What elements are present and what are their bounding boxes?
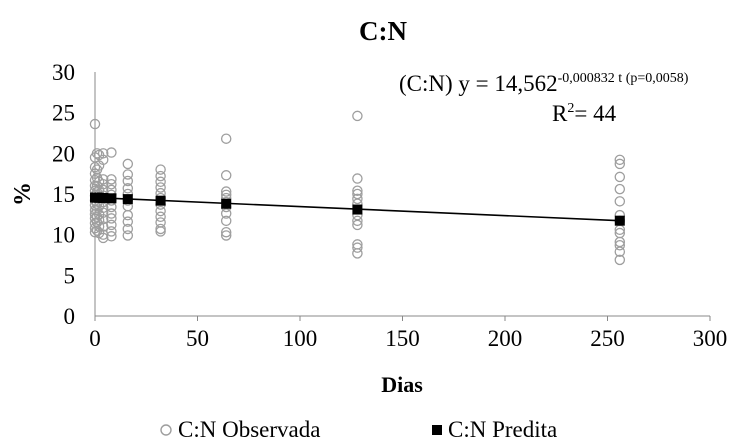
observed-point bbox=[91, 148, 103, 159]
observed-point bbox=[614, 154, 626, 166]
observed-point bbox=[106, 174, 117, 185]
observed-point bbox=[352, 193, 363, 205]
y-tick-label: 10 bbox=[52, 223, 75, 248]
x-tick-label: 250 bbox=[590, 326, 625, 351]
r2-label: R2= 44 bbox=[552, 101, 617, 126]
x-tick-label: 0 bbox=[89, 326, 101, 351]
observed-point bbox=[614, 158, 626, 170]
legend-observed-marker bbox=[160, 424, 172, 436]
x-tick-label: 100 bbox=[283, 326, 318, 351]
legend-predicted-marker bbox=[432, 425, 442, 435]
x-tick-marks bbox=[94, 316, 711, 321]
observed-point bbox=[122, 209, 134, 221]
observed-point bbox=[614, 171, 626, 183]
predicted-point bbox=[122, 194, 133, 205]
observed-point bbox=[220, 186, 232, 197]
x-tick-label: 300 bbox=[693, 326, 728, 351]
y-tick-label: 25 bbox=[52, 101, 75, 126]
observed-point bbox=[155, 205, 166, 217]
observed-point bbox=[155, 211, 166, 223]
equation-exponent: -0,000832 t (p=0,0058) bbox=[558, 71, 689, 86]
equation-prefix: (C:N) y = 14,562 bbox=[399, 71, 558, 96]
x-tick-label: 200 bbox=[488, 326, 523, 351]
observed-point bbox=[106, 219, 117, 231]
y-tick-label: 30 bbox=[52, 60, 75, 85]
observed-point bbox=[106, 213, 117, 224]
observed-point bbox=[122, 216, 134, 227]
observed-point bbox=[97, 154, 109, 166]
y-tick-label: 15 bbox=[52, 182, 75, 207]
observed-point bbox=[97, 174, 109, 185]
observed-point bbox=[220, 226, 232, 238]
predicted-point bbox=[352, 204, 363, 215]
observed-point bbox=[352, 185, 363, 196]
observed-point bbox=[155, 170, 166, 182]
legend-observed-label: C:N Observada bbox=[178, 417, 320, 439]
observed-point bbox=[97, 213, 109, 225]
y-tick-labels: 0 5 10 15 20 25 30 bbox=[52, 60, 75, 329]
observed-point bbox=[106, 231, 117, 242]
r2-superscript: 2 bbox=[567, 101, 574, 116]
observed-point bbox=[97, 207, 109, 218]
observed-point bbox=[155, 176, 166, 188]
observed-point bbox=[614, 196, 626, 207]
observed-point bbox=[122, 183, 134, 194]
observed-point bbox=[220, 133, 232, 144]
observed-point bbox=[614, 254, 626, 266]
observed-point bbox=[614, 183, 626, 195]
y-tick-label: 0 bbox=[64, 304, 76, 329]
observed-point bbox=[352, 215, 363, 227]
observed-point bbox=[614, 239, 626, 251]
observed-point bbox=[122, 175, 134, 187]
x-tick-label: 150 bbox=[385, 326, 420, 351]
y-tick-label: 20 bbox=[52, 141, 75, 166]
predicted-point bbox=[106, 193, 117, 204]
r2-value: = 44 bbox=[574, 101, 616, 126]
observed-point bbox=[220, 215, 232, 227]
observed-point bbox=[97, 178, 109, 190]
observed-point bbox=[106, 226, 117, 237]
predicted-point bbox=[98, 192, 109, 203]
observed-point bbox=[89, 118, 101, 130]
predicted-point bbox=[221, 198, 232, 209]
observed-point bbox=[614, 246, 626, 257]
observed-point bbox=[97, 148, 109, 159]
x-tick-labels: 0 50 100 150 200 250 300 bbox=[89, 326, 727, 351]
observed-point bbox=[352, 219, 363, 231]
observed-point bbox=[155, 226, 166, 237]
observed-point bbox=[97, 232, 109, 244]
observed-point bbox=[155, 164, 166, 175]
observed-point bbox=[352, 110, 363, 122]
predicted-series bbox=[90, 192, 625, 226]
observed-point bbox=[122, 158, 134, 170]
legend-predicted-label: C:N Predita bbox=[448, 417, 557, 439]
x-tick-label: 50 bbox=[186, 326, 209, 351]
observed-point bbox=[122, 223, 134, 235]
observed-point bbox=[97, 221, 109, 232]
observed-point bbox=[97, 202, 109, 214]
observed-point bbox=[106, 208, 117, 219]
observed-point bbox=[155, 182, 166, 193]
observed-point bbox=[220, 230, 232, 241]
observed-series bbox=[89, 110, 626, 266]
predicted-point bbox=[614, 215, 625, 226]
observed-point bbox=[352, 242, 363, 253]
y-tick-label: 5 bbox=[64, 263, 76, 288]
predicted-point bbox=[155, 195, 166, 206]
observed-point bbox=[122, 169, 134, 180]
observed-point bbox=[352, 248, 363, 259]
observed-point bbox=[352, 173, 363, 184]
observed-point bbox=[122, 230, 134, 241]
y-axis-label: % bbox=[10, 182, 36, 206]
observed-point bbox=[106, 178, 117, 190]
observed-point bbox=[220, 208, 232, 219]
equation-label: (C:N) y = 14,562-0,000832 t (p=0,0058) bbox=[399, 71, 689, 96]
x-axis-label: Dias bbox=[381, 372, 423, 397]
legend: C:N Observada C:N Predita bbox=[160, 417, 557, 439]
chart-title: C:N bbox=[359, 16, 407, 46]
r2-letter: R bbox=[552, 101, 568, 126]
observed-point bbox=[106, 147, 117, 158]
observed-point bbox=[220, 170, 232, 181]
